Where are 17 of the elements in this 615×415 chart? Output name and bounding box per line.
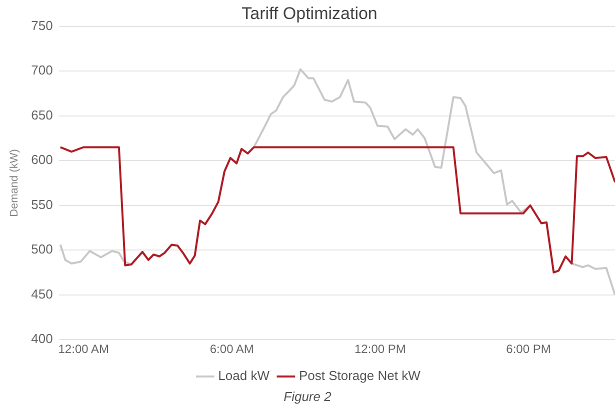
x-tick-label: 12:00 AM [58,342,109,356]
y-tick-label: 600 [31,152,53,168]
y-tick-label: 750 [31,18,53,33]
x-tick-label: 6:00 AM [210,342,254,356]
x-tick-label: 12:00 PM [354,342,406,356]
y-tick-label: 650 [31,107,53,122]
y-axis-title: Demand (kW) [8,149,21,217]
y-tick-label: 500 [31,242,53,257]
y-tick-label: 450 [31,286,53,302]
legend-label: Post Storage Net kW [298,368,422,384]
legend-label: Load kW [218,368,270,384]
caption: Figure 2 [282,389,332,404]
chart-title: Tariff Optimization [242,4,378,23]
y-tick-label: 550 [31,196,53,212]
x-tick-label: 6:00 PM [506,342,551,356]
y-tick-label: 400 [31,331,53,346]
y-tick-label: 700 [31,62,53,78]
